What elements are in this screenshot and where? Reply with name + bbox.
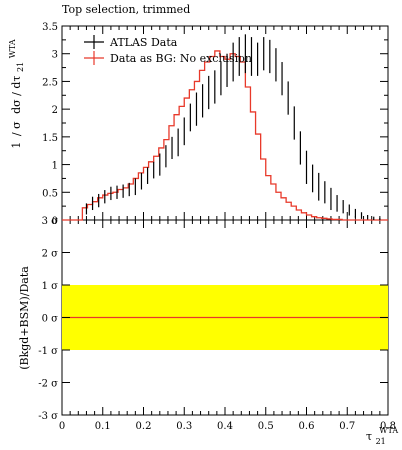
upper-ytick-label: 1.5 <box>42 133 58 144</box>
upper-ytick-label: 0 <box>52 216 58 227</box>
lower-ytick-label: -1 σ <box>38 346 58 357</box>
series-data <box>85 34 381 220</box>
series-mc <box>62 50 388 221</box>
ylabel-sigma: σ <box>10 121 23 129</box>
svg-text:τ 21 WTA: τ 21 WTA <box>366 426 398 447</box>
legend-label-bg: Data as BG: No exclusion <box>110 52 252 65</box>
upper-ytick-label: 0.5 <box>42 188 58 199</box>
upper-ytick-label: 3.5 <box>42 22 58 33</box>
svg-text:1 / σ dσ: 1 / σ dσ / dτ 21 WTA <box>8 39 26 148</box>
lower-ytick-label: -2 σ <box>38 379 58 390</box>
xtick-label: 0.2 <box>136 421 152 432</box>
lower-ytick-label: 0 σ <box>42 314 59 325</box>
sigma-band <box>62 285 388 350</box>
xlabel-sub: 21 <box>376 437 386 446</box>
lower-ytick-label: 3 σ <box>42 216 59 227</box>
chart-title: Top selection, trimmed <box>62 3 190 16</box>
upper-ytick-label: 3 <box>52 50 58 61</box>
lower-ylabel: (Bkgd+BSM)/Data <box>18 266 31 370</box>
xtick-label: 0.8 <box>380 421 396 432</box>
lower-ytick-label: -3 σ <box>38 411 58 422</box>
xlabel-base: τ <box>366 430 372 443</box>
lower-ticks <box>61 26 389 416</box>
legend-label-data: ATLAS Data <box>109 36 178 49</box>
xtick-label: 0.6 <box>299 421 315 432</box>
xtick-label: 0.1 <box>95 421 111 432</box>
upper-y-ticks <box>62 25 388 221</box>
legend-item-data: ATLAS Data <box>84 35 178 49</box>
legend-item-bg: Data as BG: No exclusion <box>84 51 252 65</box>
xtick-label: 0.7 <box>339 421 355 432</box>
xtick-label: 0 <box>59 421 65 432</box>
ylabel-dsigma: dσ <box>10 99 23 114</box>
upper-ytick-label: 2 <box>52 105 58 116</box>
upper-ytick-label: 1 <box>52 161 58 172</box>
xtick-label: 0.4 <box>217 421 233 432</box>
ylabel-sub: 21 <box>16 62 25 72</box>
x-axis-label: τ 21 WTA <box>366 426 398 447</box>
x-tick-labels: 0 0.1 0.2 0.3 0.4 0.5 0.6 0.7 0.8 <box>59 421 396 432</box>
upper-ytick-label: 2.5 <box>42 77 58 88</box>
ylabel-sup: WTA <box>8 39 17 58</box>
xlabel-sup: WTA <box>379 426 398 435</box>
xtick-label: 0.5 <box>258 421 274 432</box>
lower-ytick-label: 2 σ <box>42 249 59 260</box>
lower-ytick-label: 1 σ <box>42 281 59 292</box>
lower-y-tick-labels: -3 σ -2 σ -1 σ 0 σ 1 σ 2 σ 3 σ <box>38 216 58 422</box>
upper-ylabel: 1 / σ dσ / dτ 21 WTA <box>8 39 26 148</box>
upper-y-tick-labels: 0 0.5 1 1.5 2 2.5 3 3.5 <box>42 22 58 227</box>
legend: ATLAS Data Data as BG: No exclusion <box>84 35 252 65</box>
ylabel-dtau: dτ <box>10 75 23 88</box>
xtick-label: 0.3 <box>176 421 192 432</box>
mc-step-line <box>62 50 388 221</box>
ylabel-frac: 1 <box>10 142 23 149</box>
